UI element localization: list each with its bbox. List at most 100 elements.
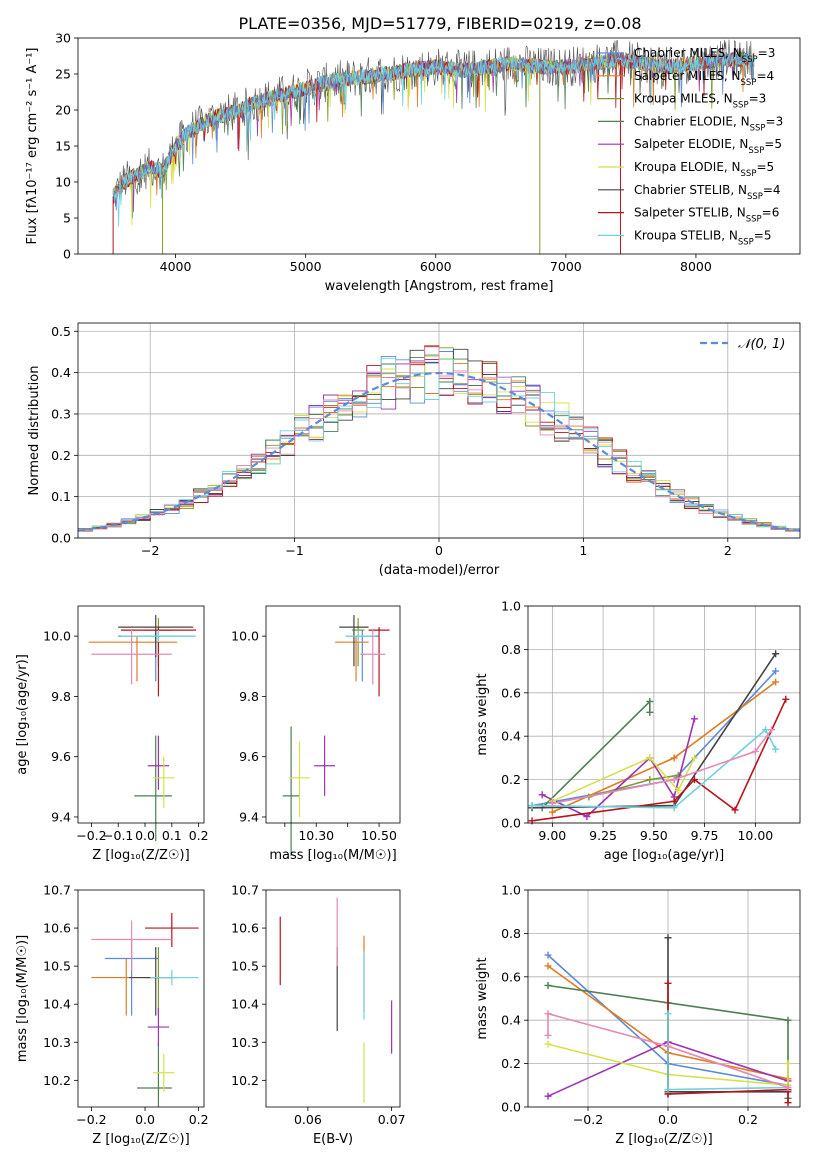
plus-marker <box>768 726 776 734</box>
series-line <box>531 698 787 822</box>
plus-marker <box>761 726 769 734</box>
plus-marker <box>670 797 678 805</box>
legend-entry: Chabrier STELIB, NSSP=4 <box>634 183 781 202</box>
y-tick-label: 0.1 <box>51 489 71 504</box>
plus-marker <box>772 678 780 686</box>
plot-area <box>528 650 790 825</box>
y-tick-label: 9.4 <box>51 809 71 824</box>
data-point <box>339 615 369 667</box>
axes-frame <box>77 889 205 1108</box>
plus-marker <box>646 697 654 705</box>
y-tick-label: 30 <box>55 31 71 46</box>
x-tick-label: 0.1 <box>162 828 182 843</box>
series-line <box>547 984 789 1099</box>
y-tick-label: 0.2 <box>51 448 71 463</box>
age-vs-mass-panel: 10.30 10.50 9.4 9.6 9.8 10.0 mass [log₁₀(M/M☉)… <box>231 605 401 863</box>
age-vs-z-panel: −0.2−0.1 0.0 0.1 0.2 9.4 9.6 9.8 10.0 Z [log₁₀(Z… <box>15 605 209 863</box>
x-tick-label: 0.2 <box>738 1112 758 1127</box>
plus-marker <box>772 650 780 658</box>
data-point <box>345 630 375 643</box>
y-tick-label: 0.0 <box>501 816 521 831</box>
legend-entry: Kroupa MILES, NSSP=3 <box>634 92 766 111</box>
y-tick-label: 0.4 <box>51 365 71 380</box>
legend-entry: Salpeter STELIB, NSSP=6 <box>634 206 779 225</box>
data-point <box>335 636 369 682</box>
data-point <box>282 726 300 857</box>
legend-entry: Salpeter ELODIE, NSSP=5 <box>634 137 782 156</box>
y-tick-label: 9.6 <box>51 749 71 764</box>
x-tick-label: 10.50 <box>361 828 397 843</box>
y-tick-label: 15 <box>55 139 71 154</box>
plus-marker <box>690 776 698 784</box>
y-tick-label: 10.3 <box>231 1035 259 1050</box>
histogram-step <box>78 357 800 530</box>
series-line <box>667 937 788 1094</box>
series <box>528 726 780 812</box>
y-axis-label: mass weight <box>475 957 490 1039</box>
plus-marker <box>548 799 556 807</box>
grid <box>528 605 800 824</box>
y-tick-label: 1.0 <box>501 599 521 614</box>
plot-area <box>112 39 755 254</box>
x-tick-label: 10.00 <box>737 828 773 843</box>
plus-marker <box>544 1010 552 1018</box>
x-tick-label: −0.2 <box>573 1112 603 1127</box>
x-tick-label: 0.2 <box>189 828 209 843</box>
plot-area <box>88 615 196 842</box>
y-tick-label: 10.7 <box>43 883 71 898</box>
y-tick-label: 0.6 <box>501 685 521 700</box>
x-axis-label: E(B-V) <box>313 1132 353 1147</box>
ticks: −0.2−0.1 0.0 0.1 0.2 9.4 9.6 9.8 10.0 <box>43 629 208 843</box>
y-tick-label: 10.5 <box>231 959 259 974</box>
x-tick-label: 4000 <box>160 259 192 274</box>
x-tick-label: 9.00 <box>538 828 566 843</box>
plus-marker <box>538 791 546 799</box>
histogram-step <box>78 346 800 531</box>
plus-marker <box>583 812 591 820</box>
x-tick-label: 1 <box>579 543 587 558</box>
data-point <box>136 1042 172 1107</box>
y-tick-label: 0.2 <box>501 772 521 787</box>
data-point <box>91 958 162 1016</box>
y-tick-label: 0.0 <box>51 531 71 546</box>
y-tick-label: 10 <box>55 175 71 190</box>
data-point <box>128 947 178 1016</box>
y-axis-label: mass [log₁₀(M/M☉)] <box>15 935 30 1062</box>
plus-marker <box>664 934 672 942</box>
plot-area <box>91 912 199 1107</box>
axes-frame <box>77 37 801 255</box>
ticks: 0.06 0.07 10.2 10.3 10.4 10.5 10.6 10.7 <box>231 883 405 1128</box>
legend-entry: Chabrier MILES, NSSP=3 <box>634 46 775 65</box>
x-tick-label: 7000 <box>550 259 582 274</box>
y-tick-label: 9.8 <box>239 689 259 704</box>
y-tick-label: 0.5 <box>51 324 71 339</box>
y-tick-label: 0.3 <box>51 406 71 421</box>
plus-marker <box>772 745 780 753</box>
plus-marker <box>544 1040 552 1048</box>
plus-marker <box>544 1031 552 1039</box>
data-point <box>150 969 199 986</box>
y-tick-label: 10.4 <box>231 997 259 1012</box>
data-point <box>145 912 199 948</box>
y-tick-label: 9.6 <box>239 749 259 764</box>
y-axis-label: Normed distribution <box>27 366 42 496</box>
x-tick-label: 10.30 <box>298 828 334 843</box>
y-tick-label: 10.5 <box>43 959 71 974</box>
series-line <box>547 1043 789 1087</box>
y-tick-label: 10.4 <box>43 997 71 1012</box>
data-point <box>147 735 170 790</box>
figure-title: PLATE=0356, MJD=51779, FIBERID=0219, z=0… <box>238 14 641 33</box>
plus-marker <box>664 1086 672 1094</box>
data-point <box>134 735 172 842</box>
plot-area <box>78 345 800 532</box>
legend: Chabrier MILES, NSSP=3 Salpeter MILES, NS… <box>598 46 783 247</box>
ticks: −2 −1 0 1 2 0.0 0.1 0.2 0.3 0.4 0.5 <box>51 324 732 558</box>
x-tick-label: 0.0 <box>135 828 155 843</box>
y-axis-label: Flux [fλ10⁻¹⁷ erg cm⁻² s⁻¹ A⁻¹] <box>25 48 40 245</box>
axes-frame <box>265 605 401 824</box>
y-tick-label: 10.2 <box>231 1073 259 1088</box>
y-tick-label: 0.6 <box>501 969 521 984</box>
x-axis-label: age [log₁₀(age/yr)] <box>604 848 725 863</box>
ticks: 4000 5000 6000 7000 8000 0 5 10 15 20 25 30 <box>55 31 712 275</box>
ticks: 10.30 10.50 9.4 9.6 9.8 10.0 <box>231 629 397 843</box>
